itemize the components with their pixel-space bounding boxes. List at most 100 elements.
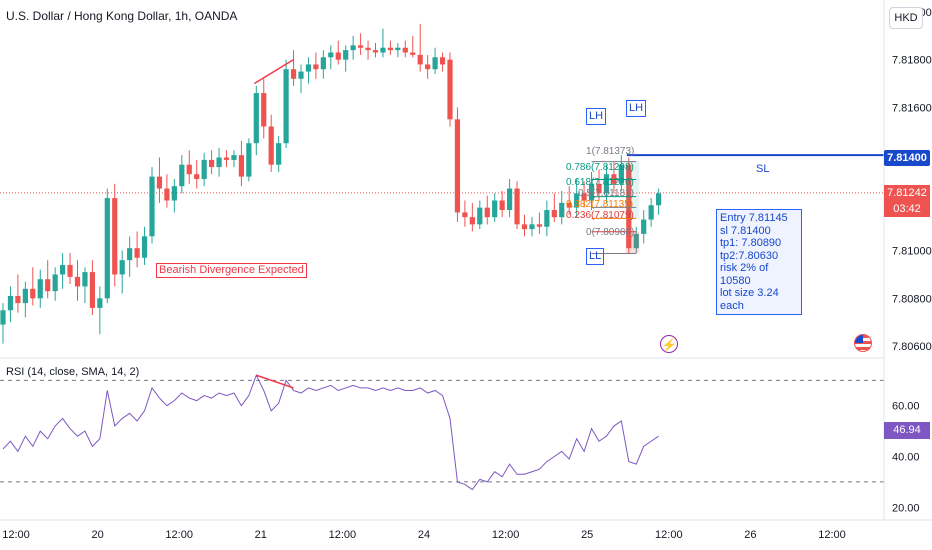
candle-body [22, 288, 28, 304]
rsi-tick-label: 20.00 [892, 502, 920, 514]
candle-body [186, 164, 192, 175]
time-tick-label: 12:00 [818, 529, 846, 541]
candle-body [194, 174, 200, 179]
note-line: Entry 7.81145 [720, 212, 788, 224]
candlestick-series [0, 23, 662, 344]
candle-body [305, 64, 312, 72]
candle-body [462, 212, 468, 218]
candle-body [656, 193, 662, 206]
note-line: tp2:7.80630 [720, 249, 779, 262]
candle-body [223, 157, 230, 160]
fib-level-label: 0.618(7.81226) [566, 177, 634, 188]
candle-body [380, 47, 386, 53]
candle-body [372, 50, 379, 53]
currency-button[interactable]: HKD [889, 7, 923, 29]
fib-zone-lower [625, 231, 640, 254]
candle-body [641, 219, 647, 234]
candle-body [477, 207, 483, 225]
candle-body [104, 198, 110, 299]
last-price-badge: 7.81242 [884, 185, 930, 201]
price-tick-label: 7.80600 [892, 341, 932, 353]
lightning-icon[interactable]: ⚡ [660, 335, 678, 353]
lower-high-label-2[interactable]: LH [626, 100, 647, 117]
candle-body [179, 164, 185, 187]
candle-body [521, 224, 528, 230]
candle-body [141, 236, 148, 258]
candle-body [335, 52, 341, 60]
fib-level-label: 0.5(7.81181) [578, 188, 634, 199]
candle-body [417, 54, 423, 65]
candle-body [201, 159, 207, 179]
candle-body [164, 188, 170, 201]
candle-body [410, 52, 416, 55]
candle-body [7, 295, 14, 311]
candle-body [149, 176, 155, 237]
candle-body [536, 224, 542, 227]
candle-body [74, 276, 81, 287]
time-tick-label: 21 [255, 529, 267, 541]
candle-body [402, 47, 408, 53]
candle-body [358, 45, 364, 48]
candle-body [0, 310, 6, 325]
fib-level-label: 0.382(7.81135) [566, 199, 634, 210]
candle-body [544, 210, 550, 227]
candle-body [261, 93, 267, 127]
candle-body [633, 233, 639, 249]
lower-low-label[interactable]: LL [586, 248, 605, 265]
candle-body [454, 119, 461, 213]
candle-body [82, 272, 88, 287]
candle-body [603, 174, 610, 194]
time-tick-label: 12:00 [492, 529, 520, 541]
us-flag-icon[interactable] [854, 334, 872, 352]
note-line: sl 7.81400 [720, 224, 771, 237]
rsi-divergence-line [256, 374, 294, 389]
candle-body [52, 274, 58, 292]
candle-body [469, 217, 475, 225]
time-axis: 12:00 20 12:00 21 12:00 24 12:00 25 12:00 26 12:00 [2, 529, 846, 541]
candle-body [588, 183, 595, 201]
candle-body [216, 157, 222, 168]
time-tick-label: 24 [418, 529, 430, 541]
candle-body [298, 71, 304, 79]
time-tick-label: 26 [744, 529, 756, 541]
sl-price-badge: 7.81400 [884, 150, 930, 166]
price-divergence-line [253, 59, 294, 85]
candle-body [89, 272, 95, 308]
time-tick-label: 12:00 [329, 529, 357, 541]
drawing-layer [253, 59, 884, 254]
candle-body [246, 143, 252, 177]
candle-body [15, 295, 21, 304]
candle-body [171, 186, 177, 201]
candle-body [253, 93, 259, 144]
candle-body [618, 164, 624, 184]
candle-body [514, 188, 520, 225]
price-tick-label: 7.81800 [892, 55, 932, 67]
candle-body [566, 202, 572, 208]
time-tick-label: 25 [581, 529, 593, 541]
candle-body [559, 202, 565, 218]
note-line: risk 2% of 10580 [720, 262, 769, 287]
time-tick-label: 12:00 [2, 529, 30, 541]
candle-body [67, 264, 73, 277]
candle-body [127, 248, 133, 261]
fib-level-label: 0.236(7.81079) [566, 210, 634, 221]
bearish-divergence-label[interactable]: Bearish Divergence Expected [156, 263, 307, 278]
candle-body [119, 260, 125, 275]
candle-body [313, 64, 319, 70]
candle-body [290, 69, 297, 79]
candle-body [648, 205, 654, 220]
candle-body [447, 59, 453, 120]
candle-body [238, 155, 244, 177]
trade-plan-note[interactable]: Entry 7.81145 sl 7.81400 tp1: 7.80890 tp… [716, 209, 802, 315]
time-tick-label: 12:00 [655, 529, 683, 541]
fib-level-label: 0.786(7.81298) [566, 162, 634, 173]
time-tick-label: 20 [91, 529, 103, 541]
bar-countdown-badge: 03:42 [884, 201, 930, 217]
candle-body [283, 69, 289, 144]
lower-high-label-1[interactable]: LH [586, 108, 607, 125]
rsi-indicator-label[interactable]: RSI (14, close, SMA, 14, 2) [6, 366, 140, 378]
rsi-line [2, 373, 659, 491]
price-tick-label: 7.80800 [892, 293, 932, 305]
candle-body [112, 198, 118, 275]
chart-title: U.S. Dollar / Hong Kong Dollar, 1h, OAND… [6, 9, 238, 23]
